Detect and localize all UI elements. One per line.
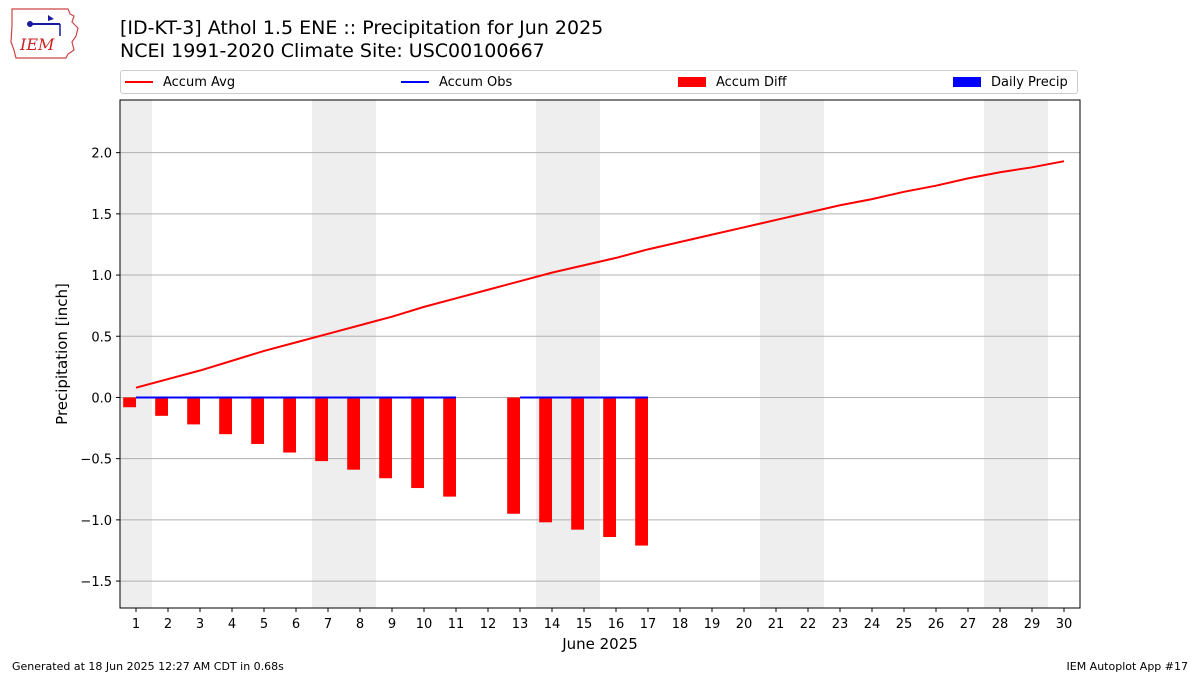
legend-item-accum-diff: Accum Diff	[678, 71, 787, 93]
x-tick-label: 22	[800, 617, 817, 632]
weekend-shade-band	[120, 100, 152, 608]
legend-item-accum-obs: Accum Obs	[401, 71, 512, 93]
axes: −1.5−1.0−0.50.00.51.01.52.01 2 3 4 5 6 7 8 9 10 11…	[80, 99, 1081, 632]
accum-diff-bar	[603, 397, 616, 538]
x-tick-label: 11	[448, 617, 465, 632]
x-tick-label: 30	[1056, 617, 1073, 632]
accum-diff-bar	[507, 397, 520, 514]
chart-subtitle: NCEI 1991-2020 Climate Site: USC00100667	[120, 40, 545, 62]
accum-diff-bar	[411, 397, 424, 489]
weekend-shade-band	[536, 100, 600, 608]
accum-diff-bar	[571, 397, 584, 530]
accum-diff-bar	[219, 397, 232, 435]
legend-line-blue	[401, 81, 429, 83]
accum-diff-bar	[187, 397, 200, 425]
x-tick-label: 9	[388, 617, 396, 632]
x-tick-label: 18	[672, 617, 689, 632]
x-tick-label: 27	[960, 617, 977, 632]
legend-patch-red	[678, 77, 706, 87]
footer-app-text: IEM Autoplot App #17	[1066, 660, 1189, 673]
x-tick-label: 4	[228, 617, 236, 632]
y-axis-label: Precipitation [inch]	[53, 283, 71, 425]
x-tick-label: 25	[896, 617, 913, 632]
legend-line-red	[125, 81, 153, 83]
series-lines	[135, 160, 1065, 399]
x-tick-label: 21	[768, 617, 785, 632]
x-tick-label: 5	[260, 617, 268, 632]
footer-generated-text: Generated at 18 Jun 2025 12:27 AM CDT in…	[12, 660, 284, 673]
legend-label: Accum Diff	[716, 74, 787, 90]
x-tick-label: 24	[864, 617, 881, 632]
gridlines	[120, 152, 1080, 582]
accum-diff-bar	[315, 397, 328, 462]
x-tick-label: 15	[576, 617, 593, 632]
accum-diff-bar	[283, 397, 296, 453]
weekend-shade-band	[984, 100, 1048, 608]
x-tick-label: 19	[704, 617, 721, 632]
x-tick-label: 23	[832, 617, 849, 632]
accum-diff-bar	[539, 397, 552, 523]
accum-diff-bar	[635, 397, 648, 546]
y-tick-label: −1.0	[80, 514, 112, 529]
chart-title: [ID-KT-3] Athol 1.5 ENE :: Precipitation…	[120, 17, 604, 39]
y-tick-label: −0.5	[80, 453, 112, 468]
x-tick-label: 2	[164, 617, 172, 632]
y-tick-label: 2.0	[91, 147, 112, 162]
x-tick-label: 8	[356, 617, 364, 632]
accum-diff-bar	[347, 397, 360, 470]
x-tick-label: 28	[992, 617, 1009, 632]
legend-label: Accum Obs	[439, 74, 513, 90]
plot-frame	[119, 99, 1081, 609]
x-tick-label: 13	[512, 617, 529, 632]
x-tick-label: 17	[640, 617, 657, 632]
x-tick-label: 14	[544, 617, 561, 632]
logo-text: IEM	[19, 35, 55, 54]
y-tick-label: 1.0	[91, 269, 112, 284]
weekend-shade-band	[760, 100, 824, 608]
weekend-shade-band	[312, 100, 376, 608]
legend-item-daily-precip: Daily Precip	[953, 71, 1068, 93]
x-axis-label: June 2025	[561, 635, 638, 653]
x-tick-label: 1	[132, 617, 140, 632]
x-tick-label: 12	[480, 617, 497, 632]
x-tick-label: 10	[416, 617, 433, 632]
x-tick-label: 6	[292, 617, 300, 632]
accum-diff-bar	[123, 397, 136, 408]
legend-label: Accum Avg	[163, 74, 236, 90]
legend-patch-blue	[953, 77, 981, 87]
legend-label: Daily Precip	[991, 74, 1068, 90]
x-tick-label: 29	[1024, 617, 1041, 632]
accum-diff-bar	[443, 397, 456, 497]
iem-logo: IEM	[10, 8, 79, 59]
x-tick-label: 20	[736, 617, 753, 632]
x-tick-label: 3	[196, 617, 204, 632]
y-tick-label: −1.5	[80, 575, 112, 590]
accum-diff-bars	[123, 397, 648, 546]
x-tick-label: 16	[608, 617, 625, 632]
accum-diff-bar	[155, 397, 168, 416]
weekend-shading	[120, 100, 1048, 608]
accum-avg-line	[135, 160, 1065, 389]
x-tick-label: 26	[928, 617, 945, 632]
x-tick-label: 7	[324, 617, 332, 632]
accum-diff-bar	[379, 397, 392, 479]
chart-legend: Accum Avg Accum Obs Accum Diff Daily Pre…	[120, 70, 1078, 94]
y-tick-label: 1.5	[91, 208, 112, 223]
legend-item-accum-avg: Accum Avg	[125, 71, 235, 93]
y-tick-label: 0.0	[91, 391, 112, 406]
accum-diff-bar	[251, 397, 264, 444]
y-tick-label: 0.5	[91, 330, 112, 345]
